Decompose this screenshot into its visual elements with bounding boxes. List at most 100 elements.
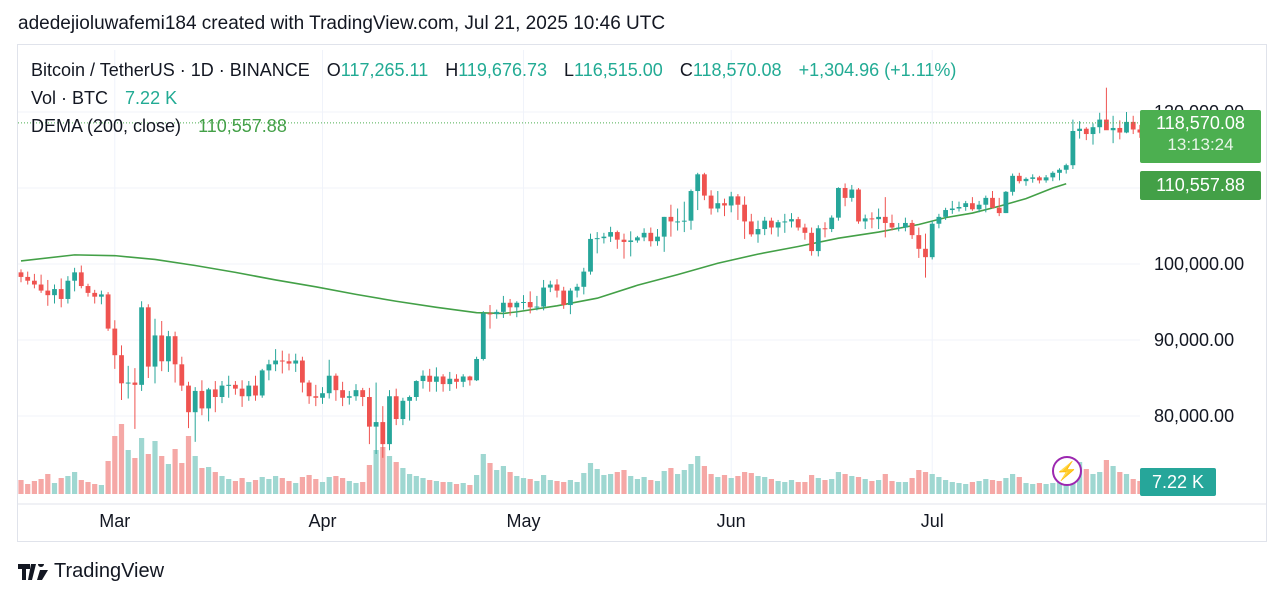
- volume-bar: [152, 441, 158, 494]
- volume-bar: [92, 484, 98, 494]
- volume-bar: [1023, 483, 1029, 494]
- volume-bar: [453, 484, 460, 494]
- candle-body: [501, 302, 506, 312]
- candle-body: [943, 210, 948, 217]
- volume-bar: [25, 484, 31, 494]
- volume-bar: [185, 436, 192, 494]
- volume-bar: [782, 482, 788, 494]
- volume-bar: [360, 482, 366, 494]
- volume-bar: [420, 478, 426, 494]
- candle-body: [581, 271, 587, 287]
- candle-body: [702, 174, 707, 196]
- volume-bar: [78, 480, 84, 494]
- chart-frame: [17, 44, 1267, 542]
- volume-bar: [1036, 483, 1042, 494]
- candle-body: [58, 289, 64, 299]
- candle-body: [139, 307, 144, 385]
- candle-body: [547, 284, 553, 288]
- volume-bar: [1123, 474, 1130, 494]
- candle-body: [695, 174, 701, 192]
- bar-countdown: 13:13:24: [1167, 135, 1234, 154]
- candle-body: [18, 272, 24, 277]
- candle-body: [454, 378, 459, 382]
- dema-price-tag: 110,557.88: [1140, 171, 1261, 200]
- volume-bar: [621, 470, 627, 494]
- candle-body: [789, 219, 794, 222]
- volume-bar: [18, 480, 24, 494]
- last-price: 118,570.08: [1156, 113, 1245, 133]
- volume-bar: [1090, 474, 1096, 494]
- volume-bar: [199, 468, 205, 494]
- candle-body: [802, 227, 808, 233]
- volume-bar: [701, 466, 707, 494]
- candle-body: [159, 335, 165, 362]
- volume-bar: [681, 470, 687, 494]
- volume-bar: [252, 480, 259, 494]
- volume-bar: [38, 479, 44, 494]
- volume-bar: [755, 476, 761, 494]
- candle-body: [822, 228, 828, 230]
- volume-bar: [654, 481, 661, 494]
- volume-bar: [1063, 479, 1069, 494]
- volume-bar: [876, 480, 882, 494]
- high-value: 119,676.73: [458, 60, 547, 80]
- candle-body: [166, 336, 171, 362]
- volume-bar: [762, 477, 768, 494]
- volume-bar: [809, 475, 815, 494]
- candle-body: [119, 355, 124, 384]
- candle-body: [1083, 128, 1089, 135]
- candle-body: [534, 306, 540, 308]
- candle-body: [420, 375, 426, 382]
- volume-bar: [165, 464, 171, 494]
- volume-bar: [413, 476, 419, 494]
- tradingview-logo[interactable]: TradingView: [18, 560, 164, 583]
- candle-body: [259, 370, 265, 396]
- candle-body: [480, 313, 486, 359]
- high-label: H: [445, 60, 459, 80]
- candle-body: [105, 294, 111, 329]
- candle-body: [1010, 175, 1015, 192]
- volume-bar: [273, 476, 279, 494]
- candle-body: [769, 220, 774, 228]
- candle-body: [145, 307, 151, 367]
- candle-body: [949, 208, 955, 211]
- lightning-icon[interactable]: ⚡: [1052, 456, 1082, 486]
- volume-bar: [139, 438, 145, 494]
- volume-bar: [929, 474, 935, 494]
- volume-bar: [299, 477, 305, 494]
- volume-bar: [366, 465, 372, 494]
- volume-bar: [1010, 474, 1016, 494]
- candle-body: [179, 364, 185, 386]
- volume-bar: [902, 482, 908, 494]
- volume-bar: [319, 482, 326, 494]
- volume-bar: [206, 467, 212, 494]
- candle-body: [474, 359, 479, 381]
- volume-bar: [695, 456, 701, 494]
- volume-bar: [742, 472, 748, 494]
- volume-bar: [293, 483, 299, 494]
- candle-body: [1104, 119, 1109, 131]
- candle-body: [1003, 191, 1009, 214]
- volume-bar: [192, 456, 198, 494]
- candle-body: [1117, 127, 1123, 133]
- volume-bar: [916, 470, 922, 494]
- candle-body: [963, 203, 969, 207]
- volume-bar: [72, 472, 78, 494]
- candle-body: [990, 197, 995, 208]
- volume-bar: [1103, 460, 1109, 494]
- y-tick-label: 80,000.00: [1154, 406, 1234, 426]
- volume-bar: [1110, 466, 1116, 494]
- volume-bar: [547, 480, 553, 494]
- candle-body: [380, 422, 386, 445]
- volume-bar: [835, 472, 841, 494]
- chart-caption: adedejioluwafemi184 created with Trading…: [18, 13, 666, 34]
- volume-bar: [440, 482, 446, 494]
- volume-bar: [668, 468, 674, 494]
- volume-bar: [427, 480, 433, 494]
- volume-bar: [333, 476, 339, 494]
- candle-body: [521, 302, 526, 303]
- volume-bar: [400, 468, 406, 494]
- volume-bar: [715, 477, 721, 494]
- candle-body: [313, 396, 319, 398]
